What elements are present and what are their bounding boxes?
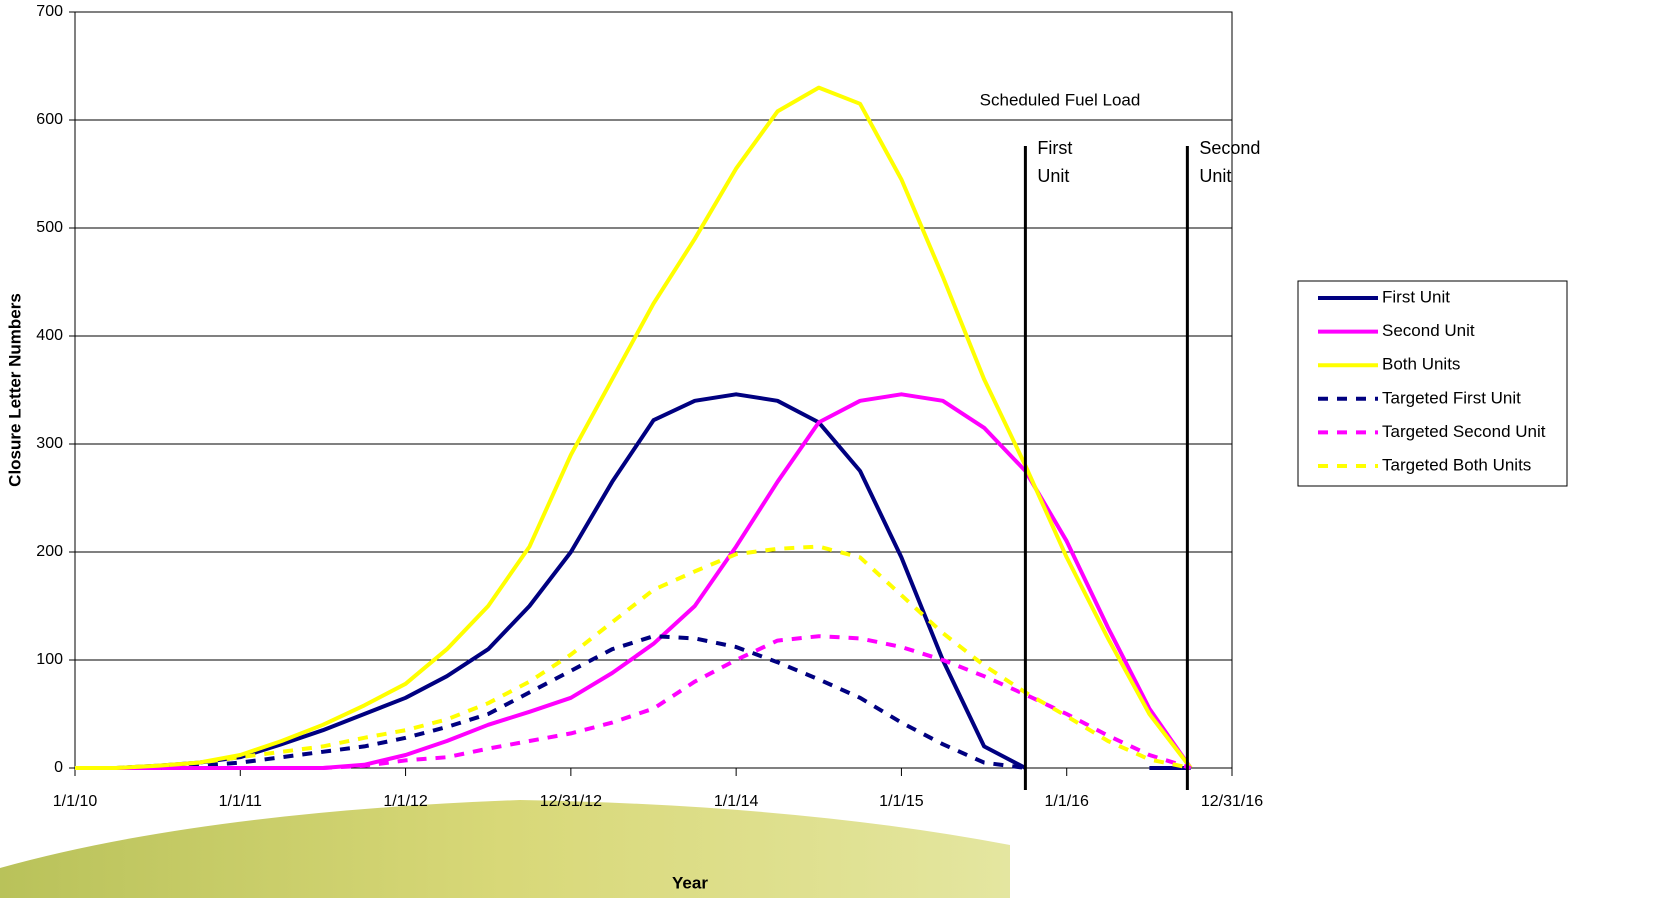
x-tick-label: 1/1/16 [1044,793,1089,810]
y-tick-label: 300 [36,435,63,452]
y-axis-title: Closure Letter Numbers [5,293,24,487]
y-tick-label: 100 [36,651,63,668]
y-tick-label: 600 [36,111,63,128]
legend-label: Second Unit [1382,321,1475,340]
y-tick-label: 500 [36,219,63,236]
x-tick-label: 1/1/15 [879,793,924,810]
annotation: Scheduled Fuel Load [980,90,1141,109]
x-tick-label: 12/31/12 [540,793,602,810]
fuel-load-label: Second Unit [1199,134,1269,190]
y-tick-label: 200 [36,543,63,560]
series-line [75,88,1191,768]
chart: Scheduled Fuel Load Year Closure Letter … [0,0,1659,898]
page: Scheduled Fuel Load Year Closure Letter … [0,0,1659,898]
legend-label: First Unit [1382,287,1450,306]
x-tick-label: 1/1/10 [53,793,98,810]
x-tick-label: 12/31/16 [1201,793,1263,810]
y-tick-label: 700 [36,3,63,20]
y-tick-label: 400 [36,327,63,344]
series-line [75,636,1025,768]
y-tick-label: 0 [54,759,63,776]
legend-label: Targeted Second Unit [1382,422,1546,441]
leaf-background [0,800,1010,898]
legend-label: Both Units [1382,355,1460,374]
fuel-load-label: First Unit [1037,134,1107,190]
x-tick-label: 1/1/12 [383,793,428,810]
series-line [75,394,1191,768]
x-axis-title: Year [672,873,708,892]
x-tick-label: 1/1/11 [219,793,262,810]
legend-label: Targeted First Unit [1382,388,1521,407]
legend-label: Targeted Both Units [1382,455,1531,474]
x-tick-label: 1/1/14 [714,793,759,810]
plot-area [75,12,1232,768]
